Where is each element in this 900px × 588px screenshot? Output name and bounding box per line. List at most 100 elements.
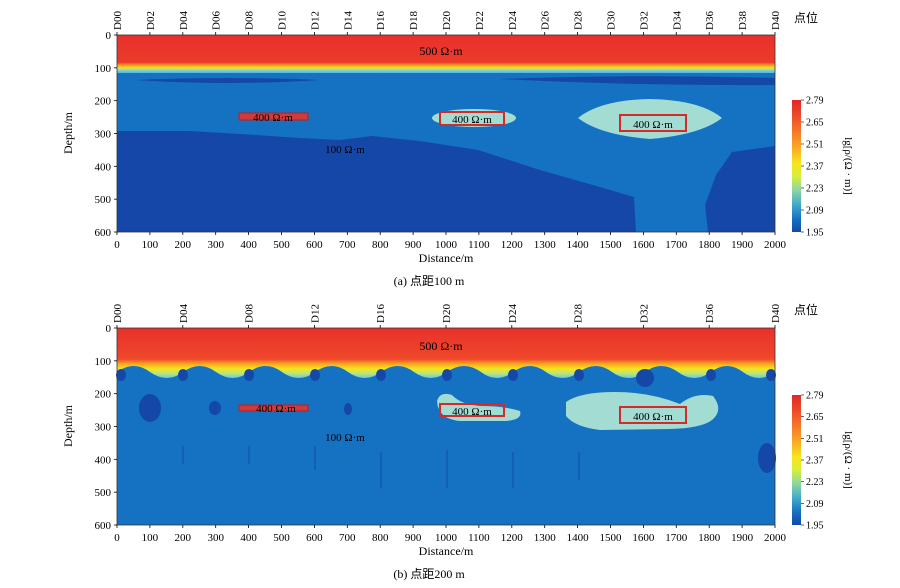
- station-axis-b: D00 D04 D08 D12 D16 D20 D24 D28 D32 D36 D40: [112, 304, 782, 328]
- colorbar-title-a: lg[ρ/(Ω · m)]: [842, 137, 854, 195]
- model-box-b-3: [619, 406, 687, 424]
- x-tick-label: 1500: [600, 239, 623, 251]
- colorbar-a: [792, 100, 801, 232]
- x-axis-a: 0 100 200 300 400 500 600 700 800 900 1000 1100 1200…: [114, 232, 787, 251]
- x-tick-label: 1300: [534, 239, 557, 251]
- x-tick-label: 400: [240, 532, 257, 544]
- x-tick-label: 1900: [731, 239, 754, 251]
- station-label: D24: [507, 304, 519, 323]
- y-tick-label: 600: [95, 520, 112, 532]
- station-label: D34: [671, 11, 683, 30]
- y-axis-title-a: Depth/m: [61, 111, 75, 154]
- x-tick-label: 2000: [764, 532, 787, 544]
- x-tick-label: 1700: [665, 532, 688, 544]
- annotation-a-400-3: 400 Ω·m: [633, 119, 673, 131]
- colorbar-tick-label: 2.23: [806, 184, 824, 195]
- x-tick-label: 1400: [567, 532, 590, 544]
- station-axis-title-b: 点位: [794, 302, 818, 317]
- station-label: D00: [112, 304, 124, 323]
- station-label: D02: [145, 11, 157, 30]
- colorbar-tick-label: 2.65: [806, 412, 824, 423]
- station-label: D14: [342, 11, 354, 30]
- model-box-a-1: [238, 112, 309, 121]
- station-label: D24: [507, 11, 519, 30]
- station-label: D16: [375, 304, 387, 323]
- annotation-a-100: 100 Ω·m: [325, 144, 365, 156]
- y-tick-label: 300: [95, 422, 112, 434]
- caption-a: (a) 点距100 m: [394, 274, 465, 288]
- x-tick-label: 900: [405, 239, 422, 251]
- station-label: D20: [441, 304, 453, 323]
- x-tick-label: 300: [207, 239, 224, 251]
- station-label: D22: [474, 11, 486, 30]
- station-label: D30: [606, 11, 618, 30]
- model-box-b-2: [439, 403, 505, 417]
- colorbar-ticks-b: 1.95 2.09 2.23 2.37 2.51 2.65 2.79: [801, 391, 824, 532]
- x-tick-label: 700: [339, 239, 356, 251]
- colorbar-tick-label: 2.51: [806, 140, 824, 151]
- y-tick-label: 100: [95, 356, 112, 368]
- station-label: D04: [178, 304, 190, 323]
- station-label: D32: [638, 11, 650, 30]
- station-label: D28: [573, 11, 585, 30]
- station-label: D38: [737, 11, 749, 30]
- x-tick-label: 700: [339, 532, 356, 544]
- colorbar-tick-label: 2.09: [806, 499, 824, 510]
- x-tick-label: 1800: [698, 239, 721, 251]
- y-tick-label: 200: [95, 96, 112, 108]
- station-label: D18: [408, 11, 420, 30]
- colorbar-tick-label: 2.09: [806, 206, 824, 217]
- x-tick-label: 0: [114, 239, 120, 251]
- shallow-zone-a-left: [135, 78, 320, 83]
- anomaly-b-center: [437, 393, 521, 421]
- station-label: D04: [178, 11, 190, 30]
- anomaly-a-center: [432, 109, 516, 127]
- anomaly-b-right: [566, 392, 719, 430]
- y-tick-label: 400: [95, 454, 112, 466]
- x-tick-label: 1800: [698, 532, 721, 544]
- y-tick-label: 200: [95, 389, 112, 401]
- x-tick-label: 1200: [501, 532, 524, 544]
- colorbar-tick-label: 2.37: [806, 456, 824, 467]
- caption-b: (b) 点距200 m: [393, 567, 465, 581]
- model-box-a-2: [439, 111, 505, 126]
- model-box-b-1: [238, 404, 309, 412]
- x-tick-label: 1000: [435, 239, 458, 251]
- annotation-b-400-1: 400 Ω·m: [256, 403, 296, 415]
- x-axis-title-b: Distance/m: [419, 544, 474, 558]
- y-tick-label: 0: [106, 30, 112, 42]
- x-tick-label: 800: [372, 239, 389, 251]
- x-tick-label: 1100: [468, 532, 490, 544]
- x-tick-label: 1600: [632, 239, 655, 251]
- station-label: D40: [770, 304, 782, 323]
- x-tick-label: 1600: [632, 532, 655, 544]
- colorbar-tick-label: 2.65: [806, 118, 824, 129]
- station-label: D00: [112, 11, 124, 30]
- x-tick-label: 1500: [600, 532, 623, 544]
- colorbar-tick-label: 2.23: [806, 477, 824, 488]
- annotation-b-400-3: 400 Ω·m: [633, 411, 673, 423]
- station-label: D28: [573, 304, 585, 323]
- x-tick-label: 2000: [764, 239, 787, 251]
- station-label: D32: [638, 304, 650, 323]
- y-axis-b: 0 100 200 300 400 500 600: [95, 323, 117, 532]
- station-label: D10: [277, 11, 289, 30]
- dark-spots-b: [116, 369, 776, 473]
- annotation-a-400-2: 400 Ω·m: [452, 114, 492, 126]
- shallow-zone-a-right: [500, 76, 775, 86]
- model-box-a-3: [619, 114, 687, 132]
- x-tick-label: 1400: [567, 239, 590, 251]
- colorbar-b: [792, 395, 801, 525]
- x-tick-label: 1900: [731, 532, 754, 544]
- annotation-b-400-2: 400 Ω·m: [452, 406, 492, 418]
- x-tick-label: 1100: [468, 239, 490, 251]
- colorbar-tick-label: 1.95: [806, 521, 824, 532]
- colorbar-tick-label: 2.79: [806, 391, 824, 402]
- x-axis-title-a: Distance/m: [419, 251, 474, 265]
- y-axis-a: 0 100 200 300 400 500 600: [95, 30, 117, 239]
- station-label: D20: [441, 11, 453, 30]
- x-tick-label: 100: [142, 532, 159, 544]
- annotation-a-500: 500 Ω·m: [419, 44, 463, 58]
- y-tick-label: 100: [95, 63, 112, 75]
